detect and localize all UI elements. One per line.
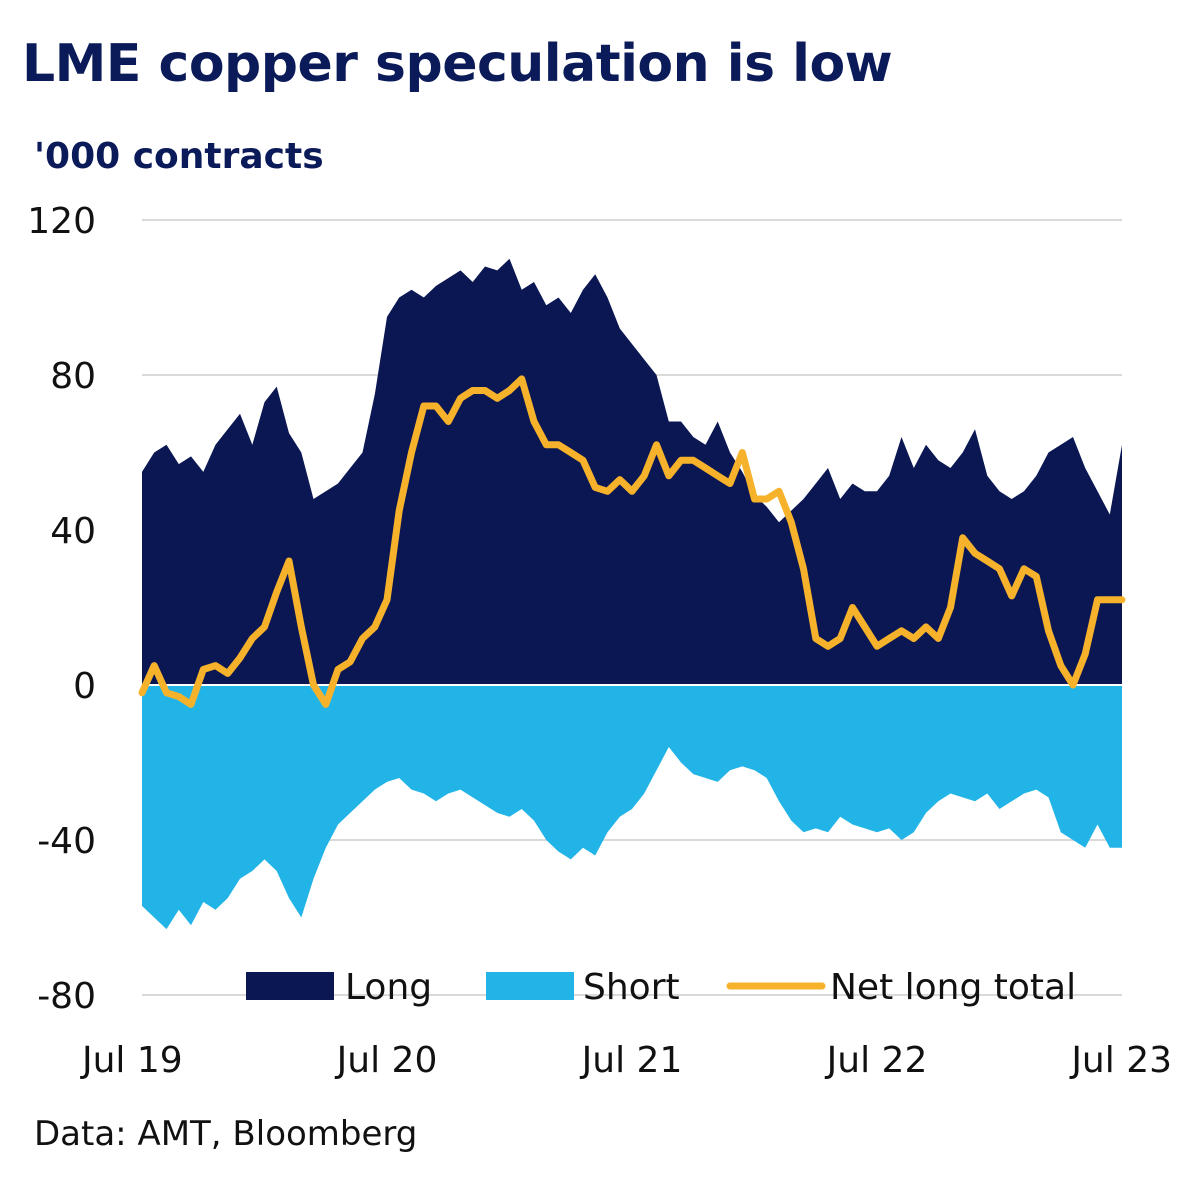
chart-title: LME copper speculation is low [22,34,893,94]
y-tick-label: 120 [27,201,96,242]
legend-swatch-long [246,972,334,1000]
x-tick-label: Jul 22 [825,1040,928,1081]
legend-swatch-short [486,972,574,1000]
legend-label-short: Short [583,967,680,1008]
y-tick-labels: -80 -40 0 40 80 120 [27,201,96,1017]
y-axis-unit-label: '000 contracts [34,136,324,177]
area-long [142,258,1122,685]
y-tick-label: 80 [50,356,96,397]
x-tick-label: Jul 21 [580,1040,683,1081]
area-short [142,685,1122,930]
y-tick-label: 40 [50,511,96,552]
line-net-long-total [138,375,1126,708]
legend-label-net-long-total: Net long total [830,967,1076,1008]
legend: Long Short Net long total [246,967,1076,1008]
y-tick-label: -80 [37,976,96,1017]
x-tick-label: Jul 23 [1069,1040,1172,1081]
area-series [142,258,1122,930]
line-series [138,375,1126,708]
y-tick-label: -40 [37,821,96,862]
y-tick-label: 0 [73,666,96,707]
legend-label-long: Long [345,967,432,1008]
source-note: Data: AMT, Bloomberg [34,1114,418,1154]
x-tick-labels: Jul 19 Jul 20 Jul 21 Jul 22 Jul 23 [80,1040,1172,1081]
x-tick-label: Jul 19 [80,1040,183,1081]
x-tick-label: Jul 20 [335,1040,438,1081]
